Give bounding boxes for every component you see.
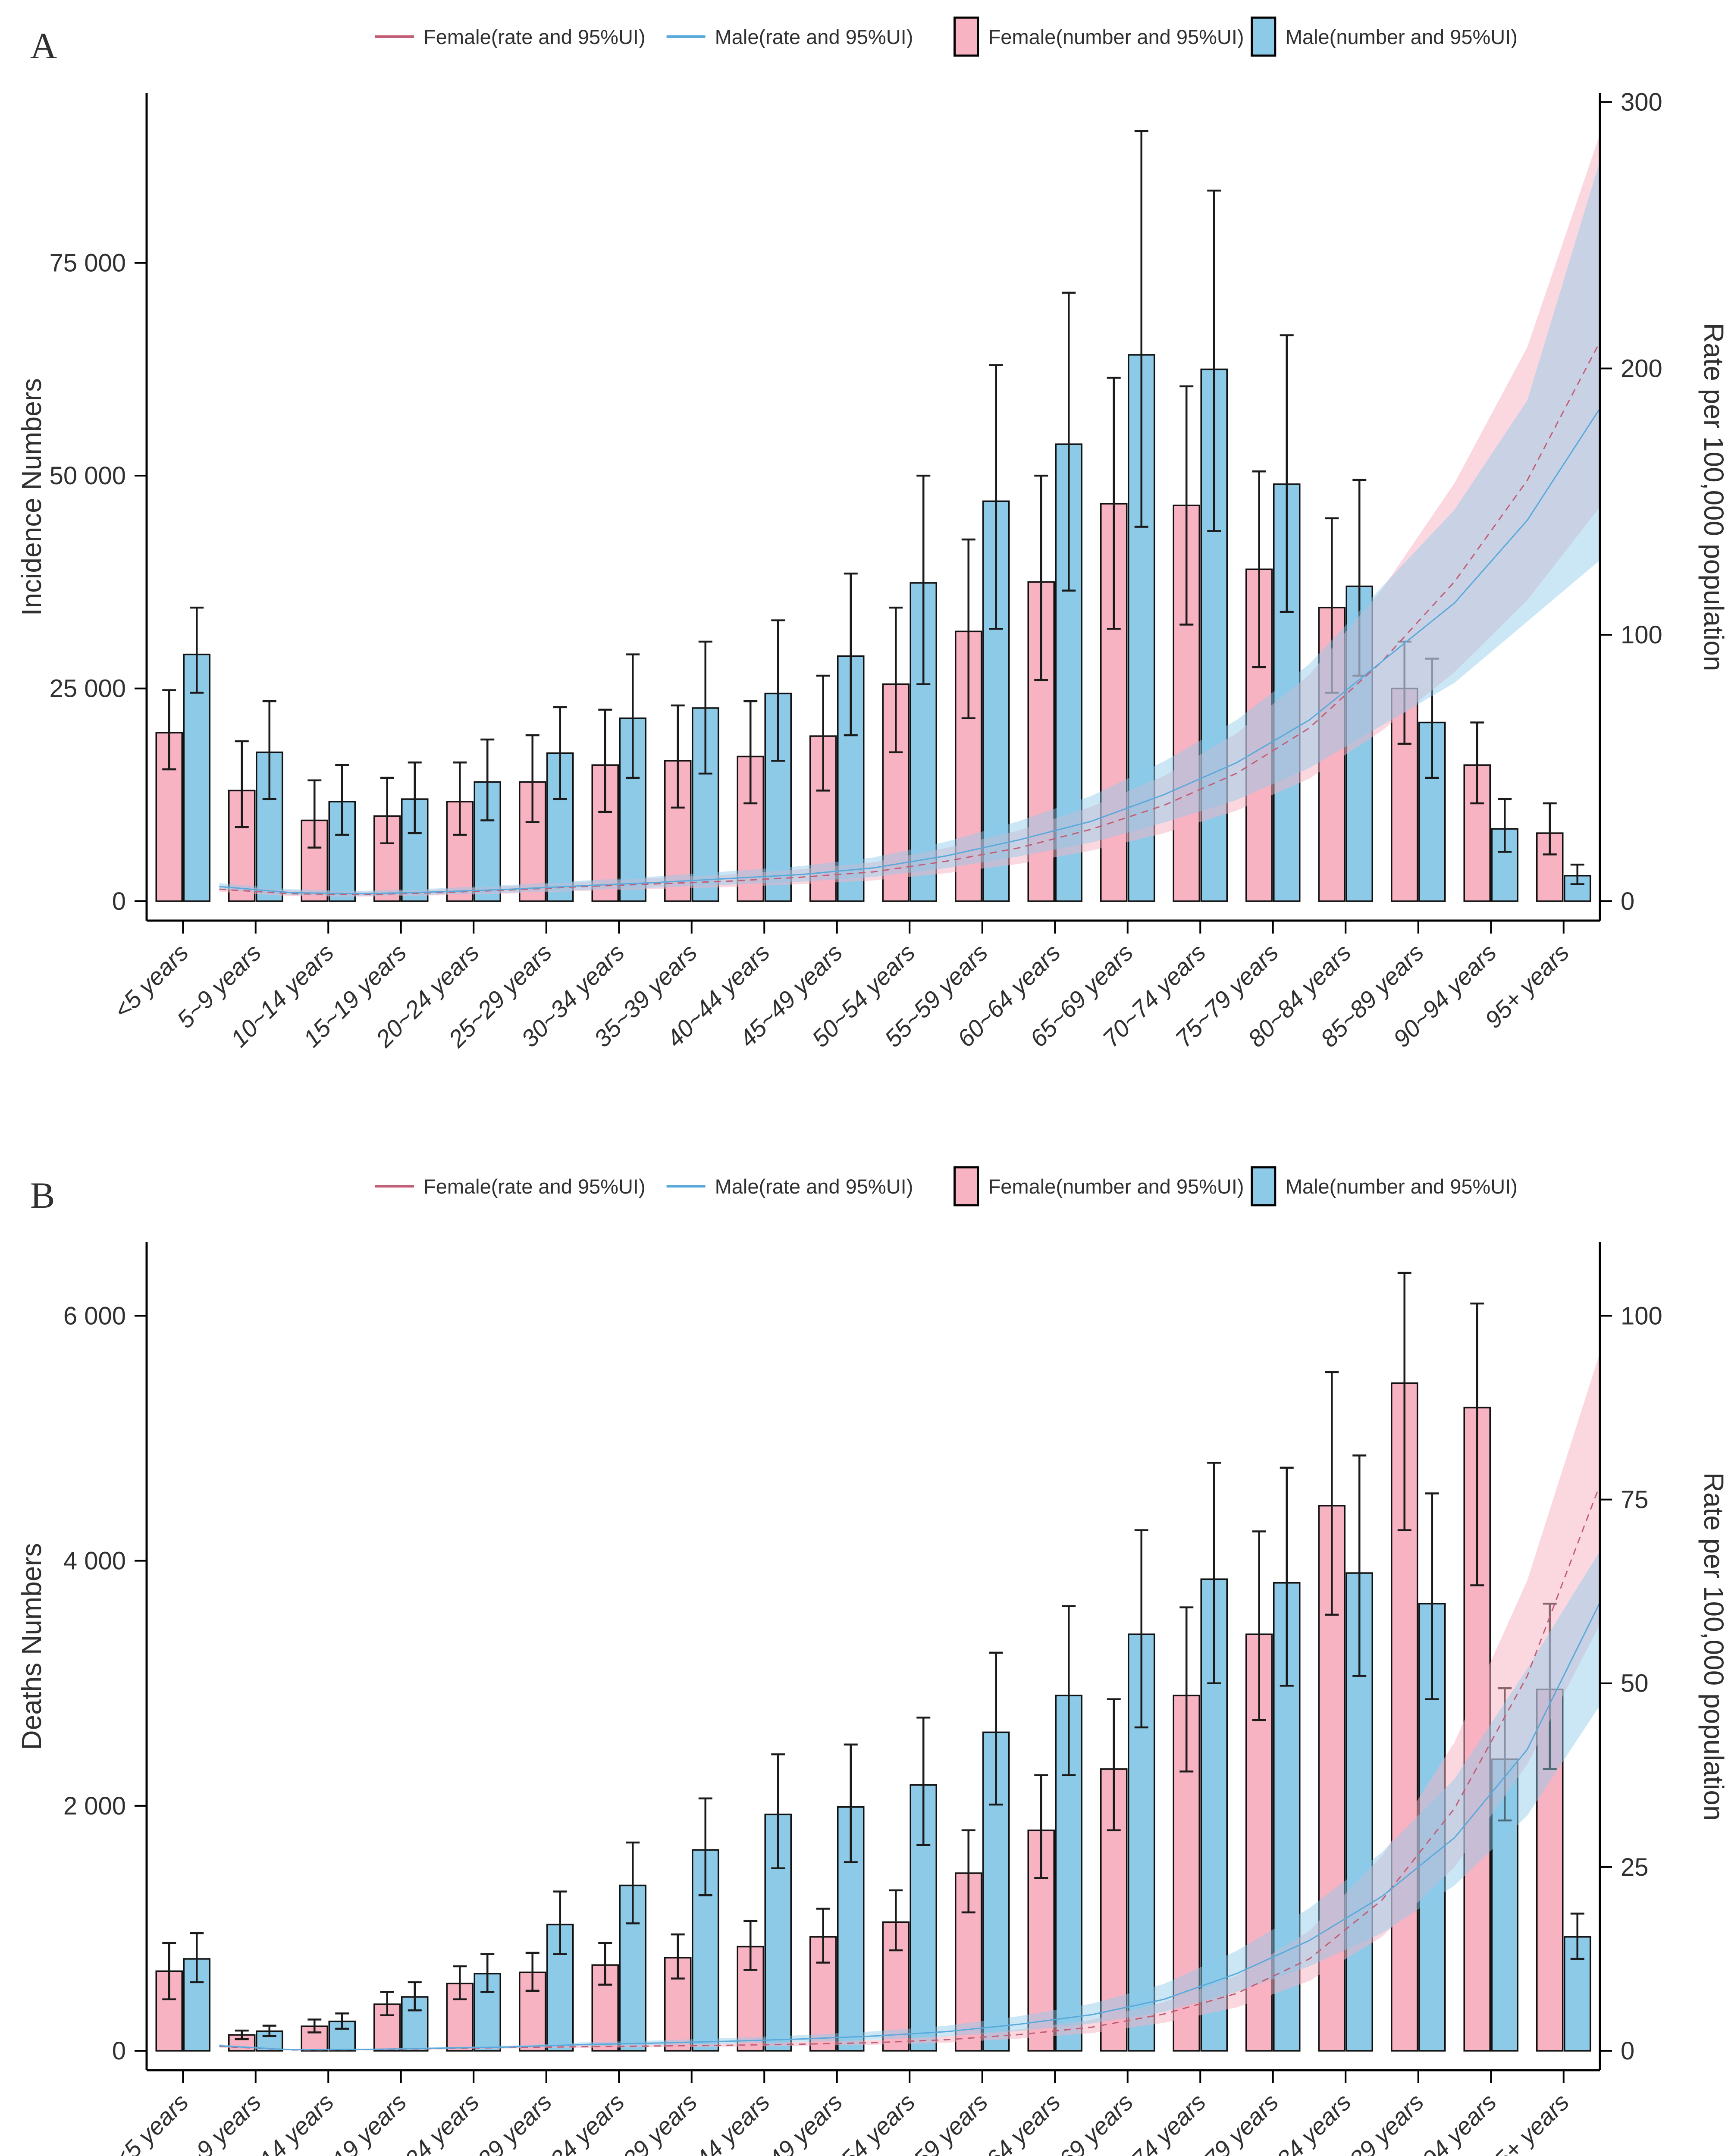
- right-tick-label: 100: [1621, 621, 1662, 649]
- male-bar: [183, 653, 210, 902]
- left-tick-label: 6 000: [63, 1302, 126, 1330]
- legend-male-rate-label: Male(rate and 95%UI): [715, 25, 913, 48]
- male-rate-line: [219, 408, 1601, 895]
- legend-female-number-label: Female(number and 95%UI): [988, 1175, 1244, 1198]
- legend-female-number-swatch: [953, 1166, 979, 1206]
- x-tick-label: <5 years: [108, 2088, 194, 2156]
- panel-a-incidence: A 0 25 000 50 000 75 000 0 100 200 300 <5 years 5~…: [16, 16, 1725, 1053]
- right-tick-label: 300: [1621, 88, 1662, 116]
- panel-label-a: A: [30, 25, 57, 66]
- left-tick-label: 0: [112, 887, 126, 915]
- left-tick-label: 75 000: [50, 249, 126, 277]
- male-bar: [328, 2021, 356, 2052]
- legend-female-rate-label: Female(rate and 95%UI): [423, 25, 646, 48]
- x-tick-label: 5~9 years: [172, 2088, 267, 2156]
- bars-group: [155, 130, 1591, 902]
- left-tick-label: 25 000: [50, 675, 126, 703]
- legend-male-rate-label: Male(rate and 95%UI): [715, 1175, 913, 1198]
- male-rate-line: [219, 1602, 1601, 2051]
- legend-male-number-swatch: [1251, 1166, 1276, 1206]
- right-tick-label: 50: [1621, 1670, 1649, 1698]
- x-tick-label: 95+ years: [1480, 2088, 1574, 2156]
- panel-b-deaths: B 0 2 000 4 000 6 000 0 25 50 75 100 <5 years 5~9 y…: [0, 1150, 1725, 2156]
- right-tick-label: 100: [1621, 1302, 1662, 1330]
- left-tick-label: 2 000: [63, 1792, 126, 1820]
- left-tick-label: 4 000: [63, 1547, 126, 1575]
- panel-label-b: B: [30, 1175, 55, 1216]
- right-tick-label: 200: [1621, 354, 1662, 382]
- legend-female-rate-label: Female(rate and 95%UI): [423, 1175, 646, 1198]
- y-right-axis-title: Rate per 100,000 population: [1698, 323, 1725, 671]
- legend-female-number-label: Female(number and 95%UI): [988, 25, 1244, 48]
- right-tick-label: 0: [1621, 2037, 1634, 2065]
- legend: Female(rate and 95%UI) Male(rate and 95%U…: [375, 1166, 1518, 1206]
- y-left-axis-title: Incidence Numbers: [16, 378, 47, 616]
- legend-male-number-swatch: [1251, 16, 1276, 57]
- y-right-axis-title: Rate per 100,000 population: [1698, 1473, 1725, 1821]
- legend-female-number-swatch: [953, 16, 979, 57]
- y-left-axis-title: Deaths Numbers: [16, 1543, 47, 1750]
- legend-male-number-label: Male(number and 95%UI): [1286, 1175, 1518, 1198]
- bars-group: [155, 1272, 1591, 2052]
- legend: Female(rate and 95%UI) Male(rate and 95%U…: [375, 16, 1518, 57]
- left-tick-label: 0: [112, 2037, 126, 2065]
- left-tick-label: 50 000: [50, 462, 126, 490]
- female-bar: [664, 1957, 692, 2052]
- female-rate-line: [219, 342, 1601, 896]
- right-tick-label: 25: [1621, 1853, 1649, 1881]
- male-rate-ribbon: [219, 160, 1600, 896]
- right-tick-label: 75: [1621, 1486, 1649, 1514]
- legend-male-number-label: Male(number and 95%UI): [1286, 25, 1518, 48]
- right-tick-label: 0: [1621, 887, 1634, 915]
